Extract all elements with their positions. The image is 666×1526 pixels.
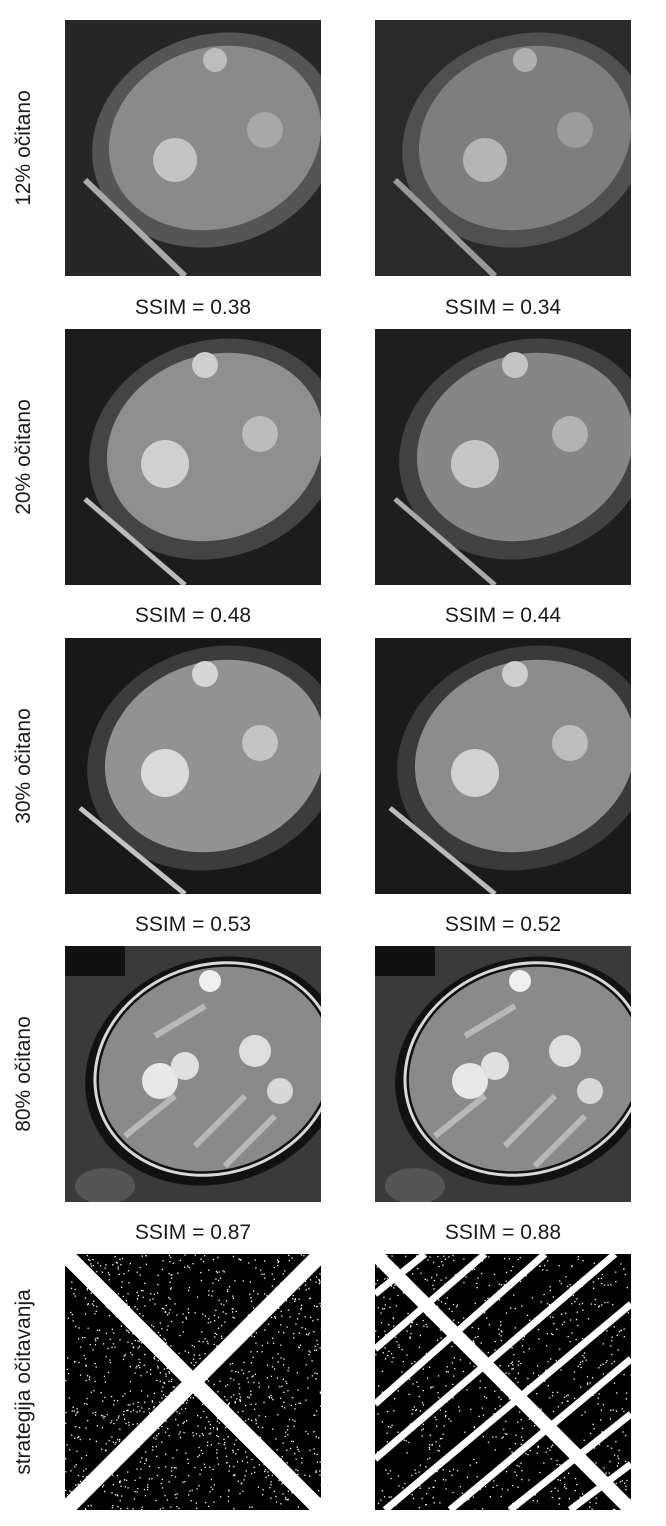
reconstruction-image-20-right — [375, 329, 631, 585]
reconstruction-image-30-left — [65, 638, 321, 894]
reconstruction-image-30-right — [375, 638, 631, 894]
row-label-80: 80% očitano — [12, 1016, 35, 1132]
reconstruction-image-80-left — [65, 946, 321, 1202]
ssim-30-right: SSIM = 0.52 — [444, 913, 562, 936]
ssim-20-right: SSIM = 0.44 — [444, 604, 562, 627]
ssim-80-left: SSIM = 0.87 — [134, 1221, 252, 1244]
ssim-12-right: SSIM = 0.34 — [444, 296, 562, 319]
ssim-20-left: SSIM = 0.48 — [134, 604, 252, 627]
reconstruction-image-20-left — [65, 329, 321, 585]
ssim-30-left: SSIM = 0.53 — [134, 913, 252, 936]
ssim-12-left: SSIM = 0.38 — [134, 296, 252, 319]
row-label-12: 12% očitano — [12, 90, 35, 206]
reconstruction-image-80-right — [375, 946, 631, 1202]
ssim-80-right: SSIM = 0.88 — [444, 1221, 562, 1244]
row-label-30: 30% očitano — [12, 708, 35, 824]
sampling-mask-right — [375, 1254, 631, 1510]
row-label-strategy: strategija očitavanja — [12, 1289, 35, 1475]
reconstruction-image-12-left — [65, 20, 321, 276]
sampling-mask-left — [65, 1254, 321, 1510]
row-label-20: 20% očitano — [12, 399, 35, 515]
reconstruction-image-12-right — [375, 20, 631, 276]
